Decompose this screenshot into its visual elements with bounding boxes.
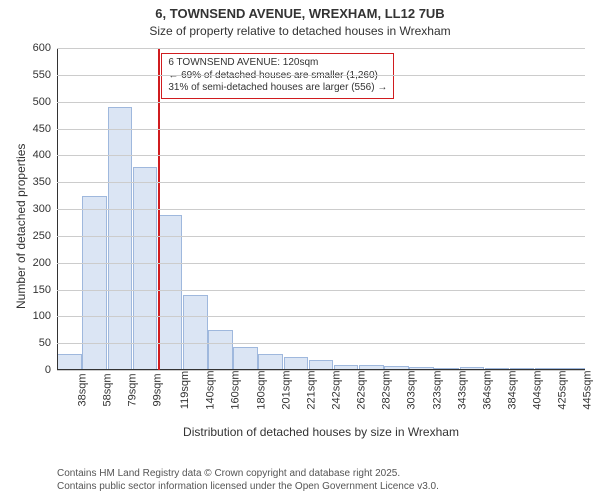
x-tick-label: 364sqm [481, 370, 493, 409]
grid-line [57, 316, 585, 317]
annotation-line-2: ← 69% of detached houses are smaller (1,… [168, 70, 387, 83]
grid-line [57, 48, 585, 49]
histogram-bar [108, 107, 133, 370]
annotation-line-1: 6 TOWNSEND AVENUE: 120sqm [168, 57, 387, 70]
x-tick-label: 282sqm [381, 370, 393, 409]
y-tick-label: 0 [45, 364, 57, 376]
histogram-bar [208, 330, 233, 370]
x-tick-label: 180sqm [255, 370, 267, 409]
x-tick-label: 242sqm [331, 370, 343, 409]
x-tick-label: 445sqm [582, 370, 594, 409]
y-tick-label: 50 [39, 337, 57, 349]
grid-line [57, 129, 585, 130]
annotation-box: 6 TOWNSEND AVENUE: 120sqm ← 69% of detac… [161, 53, 394, 99]
x-tick-label: 140sqm [205, 370, 217, 409]
grid-line [57, 102, 585, 103]
y-tick-label: 200 [33, 257, 57, 269]
grid-line [57, 290, 585, 291]
x-tick-label: 262sqm [356, 370, 368, 409]
x-tick-label: 58sqm [101, 373, 113, 406]
x-tick-label: 343sqm [456, 370, 468, 409]
grid-line [57, 155, 585, 156]
grid-line [57, 209, 585, 210]
histogram-bar [258, 354, 283, 370]
y-tick-label: 250 [33, 230, 57, 242]
grid-line [57, 236, 585, 237]
y-tick-label: 100 [33, 310, 57, 322]
histogram-bar [158, 215, 183, 370]
grid-line [57, 343, 585, 344]
x-tick-label: 119sqm [179, 371, 191, 409]
histogram-bar [183, 295, 208, 370]
x-tick-label: 38sqm [76, 373, 88, 406]
footer-line-1: Contains HM Land Registry data © Crown c… [57, 468, 600, 481]
grid-line [57, 263, 585, 264]
x-tick-label: 323sqm [431, 370, 443, 409]
x-axis-label: Distribution of detached houses by size … [57, 425, 585, 439]
x-tick-label: 303sqm [406, 370, 418, 409]
x-tick-label: 221sqm [305, 370, 317, 409]
histogram-bar [233, 347, 258, 370]
y-tick-label: 150 [33, 284, 57, 296]
y-tick-label: 450 [33, 123, 57, 135]
chart-subtitle: Size of property relative to detached ho… [0, 24, 600, 38]
footer: Contains HM Land Registry data © Crown c… [57, 468, 600, 493]
y-tick-label: 300 [33, 203, 57, 215]
y-tick-label: 600 [33, 42, 57, 54]
x-tick-label: 425sqm [557, 370, 569, 409]
y-tick-label: 400 [33, 149, 57, 161]
y-axis-label: Number of detached properties [14, 144, 28, 309]
footer-line-2: Contains public sector information licen… [57, 481, 600, 494]
grid-line [57, 182, 585, 183]
x-tick-label: 160sqm [230, 370, 242, 409]
x-tick-label: 79sqm [126, 373, 138, 406]
histogram-bar [133, 167, 158, 370]
chart-title: 6, TOWNSEND AVENUE, WREXHAM, LL12 7UB [0, 6, 600, 21]
y-tick-label: 550 [33, 69, 57, 81]
chart-area: 6 TOWNSEND AVENUE: 120sqm ← 69% of detac… [57, 48, 585, 370]
x-tick-label: 201sqm [280, 370, 292, 409]
histogram-bar [57, 354, 82, 370]
x-tick-label: 99sqm [152, 373, 164, 406]
grid-line [57, 75, 585, 76]
y-tick-label: 350 [33, 176, 57, 188]
x-tick-label: 404sqm [532, 370, 544, 409]
y-tick-label: 500 [33, 96, 57, 108]
annotation-line-3: 31% of semi-detached houses are larger (… [168, 82, 387, 95]
x-tick-label: 384sqm [507, 370, 519, 409]
